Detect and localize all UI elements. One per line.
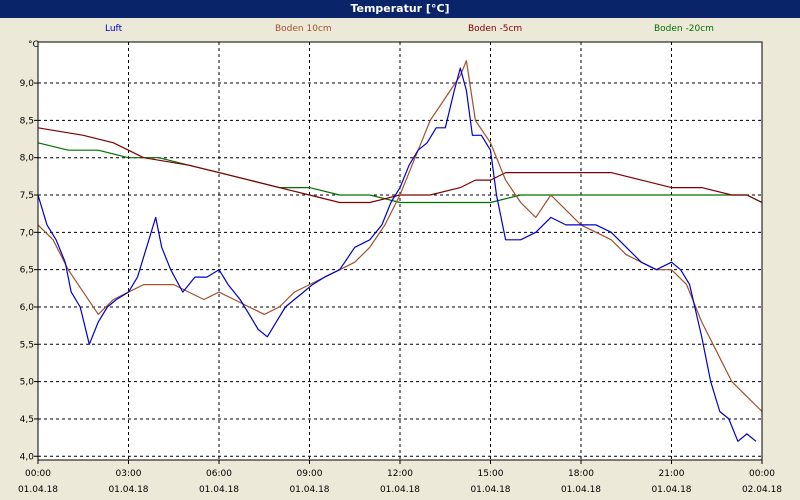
series-line-1 [37,60,763,412]
series-line-0 [37,67,757,442]
y-tick-label: 8,0 [20,154,35,164]
y-axis-unit: °C [28,40,39,50]
x-tick-date: 01.04.18 [199,485,239,495]
chart-title: Temperatur [°C] [0,0,800,18]
x-tick-time: 03:00 [116,469,142,479]
x-tick-time: 06:00 [206,469,232,479]
legend-boden-minus-5cm: Boden -5cm [468,24,523,34]
x-tick-time: 12:00 [387,469,413,479]
x-tick-time: 00:00 [25,469,51,479]
y-tick-label: 5,5 [20,340,34,350]
legend-luft: Luft [105,24,123,34]
x-tick-time: 00:00 [749,469,775,479]
x-tick-date: 01.04.18 [289,485,329,495]
legend-boden-minus-20cm: Boden -20cm [654,24,714,34]
y-tick-label: 8,5 [20,116,34,126]
x-tick-date: 01.04.18 [470,485,510,495]
y-tick-label: 5,0 [20,378,35,388]
legend-boden-10cm: Boden 10cm [275,24,332,34]
plot-border [37,41,763,461]
y-tick-label: 6,0 [20,303,35,313]
y-tick-label: 9,0 [20,79,35,89]
y-tick-label: 7,5 [20,191,34,201]
x-tick-date: 01.04.18 [561,485,601,495]
y-tick-label: 6,5 [20,266,34,276]
x-tick-time: 21:00 [659,469,685,479]
y-tick-label: 4,0 [20,452,35,462]
x-tick-time: 18:00 [568,469,594,479]
x-tick-date: 01.04.18 [108,485,148,495]
legend: Luft Boden 10cm Boden -5cm Boden -20cm [0,24,800,38]
series-line-2 [37,127,763,204]
x-tick-date: 01.04.18 [651,485,691,495]
x-tick-date: 02.04.18 [742,485,782,495]
x-tick-date: 01.04.18 [380,485,420,495]
y-tick-label: 7,0 [20,228,35,238]
x-tick-time: 15:00 [478,469,504,479]
y-tick-label: 4,5 [20,415,34,425]
x-tick-time: 09:00 [297,469,323,479]
x-tick-date: 01.04.18 [18,485,58,495]
